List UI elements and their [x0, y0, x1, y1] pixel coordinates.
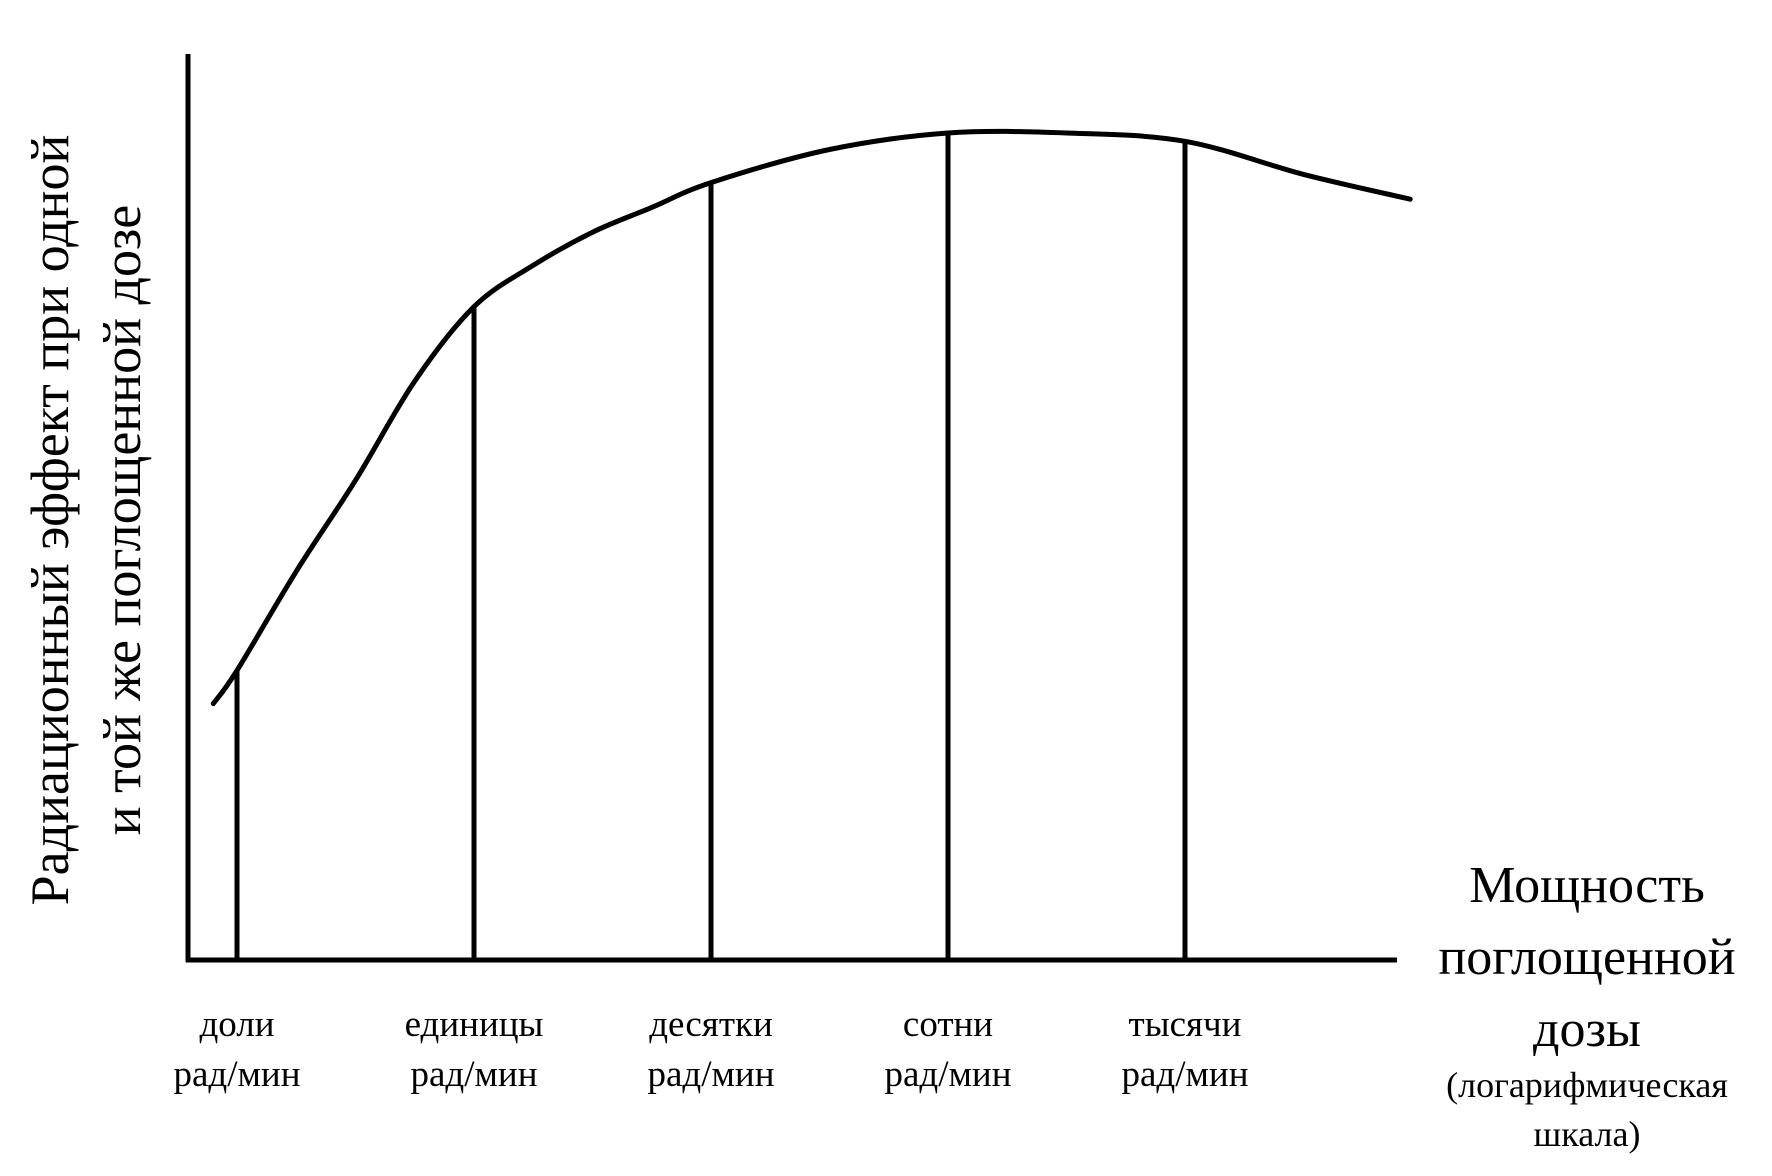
effect-curve	[210, 128, 1413, 707]
x-axis-label-line-3: дозы	[1533, 1001, 1641, 1058]
x-tick-label-4-line-1: сотни	[903, 1004, 993, 1045]
x-tick-label-4-line-2: рад/мин	[884, 1054, 1011, 1095]
x-tick-label-3-line-2: рад/мин	[647, 1054, 774, 1095]
x-axis-label-line-5: шкала)	[1534, 1114, 1641, 1154]
x-axis-label: Мощность поглощенной дозы (логарифмическ…	[1438, 857, 1735, 1154]
x-tick-label-2-line-1: единицы	[405, 1004, 544, 1045]
x-tick-label-5-line-1: тысячи	[1129, 1004, 1242, 1045]
drop-lines	[234, 133, 1188, 960]
y-axis-label-line-2: и той же поглощенной дозе	[92, 205, 152, 836]
y-axis-label-line-1: Радиационный эффект при одной	[20, 135, 80, 906]
x-tick-label-5-line-2: рад/мин	[1121, 1054, 1248, 1095]
y-axis-label: Радиационный эффект при одной и той же п…	[20, 135, 152, 906]
x-axis-label-line-1: Мощность	[1469, 857, 1705, 914]
axes	[185, 54, 1397, 963]
curve-group	[210, 128, 1413, 707]
x-tick-label-1-line-1: доли	[199, 1004, 274, 1045]
x-tick-label-3-line-1: десятки	[649, 1004, 773, 1045]
x-axis-label-line-2: поглощенной	[1438, 929, 1735, 986]
x-tick-label-2-line-2: рад/мин	[410, 1054, 537, 1095]
x-axis-label-line-4: (логарифмическая	[1446, 1065, 1728, 1105]
x-tick-labels: доли рад/мин единицы рад/мин десятки рад/мин с…	[173, 1004, 1248, 1095]
x-tick-label-1-line-2: рад/мин	[173, 1054, 300, 1095]
